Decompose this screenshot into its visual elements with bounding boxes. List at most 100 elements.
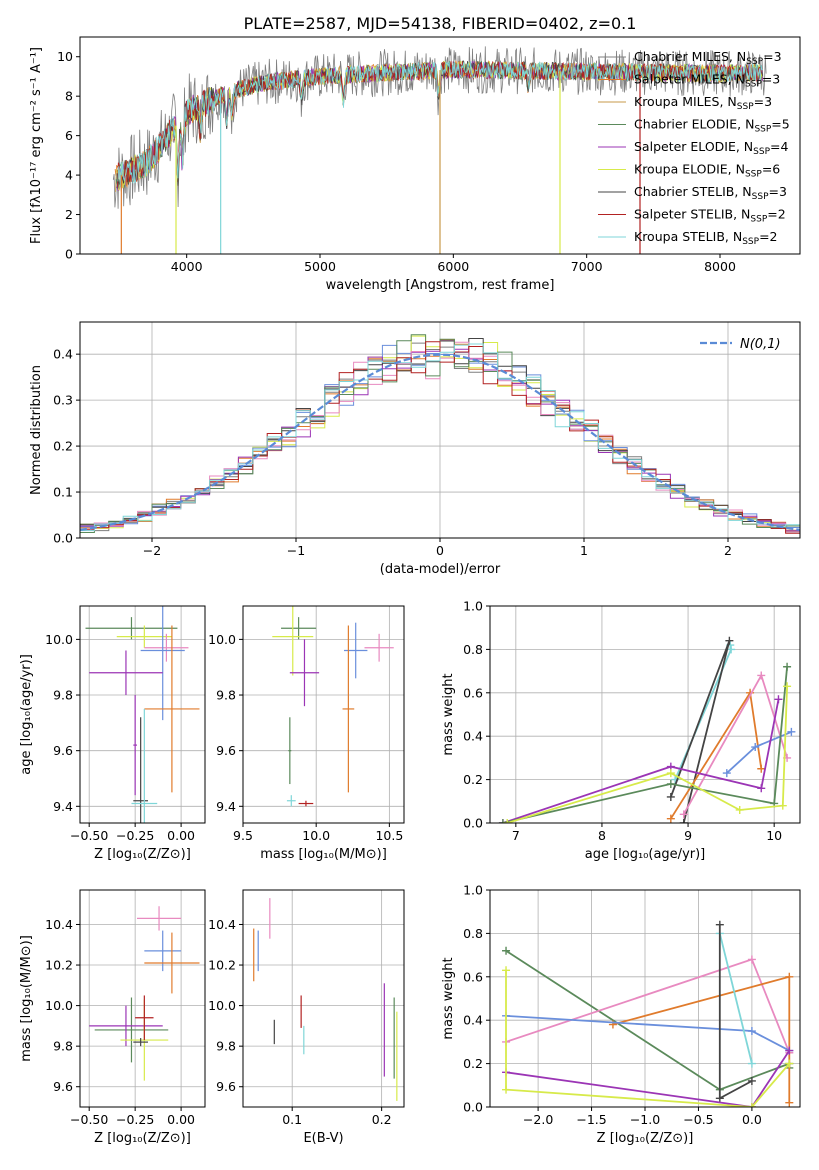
legend-label-text: Salpeter STELIB, N — [634, 207, 750, 222]
x-tick-label: 6000 — [437, 259, 469, 274]
weight-point-marker — [747, 1027, 756, 1036]
weight-point-marker — [502, 966, 511, 975]
legend-label: Kroupa ELODIE, NSSP=6 — [634, 162, 780, 180]
weight-line-8 — [506, 686, 788, 823]
axes-frame — [79, 889, 206, 1108]
legend-label-text: Chabrier STELIB, N — [634, 184, 752, 199]
legend-nssp: =5 — [771, 117, 789, 132]
legend-subscript: SSP — [745, 80, 762, 90]
legend-subscript: SSP — [753, 147, 770, 157]
x-tick-label: 0.00 — [167, 1112, 195, 1127]
legend-label: Chabrier ELODIE, NSSP=5 — [634, 117, 790, 135]
x-tick-label: 0.1 — [282, 1112, 302, 1127]
legend-label: Chabrier MILES, NSSP=3 — [634, 49, 782, 67]
y-tick-label: 0.0 — [53, 531, 73, 546]
y-tick-label: 10 — [57, 49, 73, 64]
x-tick-label: 4000 — [171, 259, 203, 274]
y-tick-label: 0.2 — [463, 1056, 483, 1071]
weight-point-marker — [787, 727, 796, 736]
legend-subscript: SSP — [752, 192, 769, 202]
x-tick-label: 10 — [766, 828, 782, 843]
weight-point-marker — [502, 946, 511, 955]
y-tick-label: 0.1 — [53, 485, 73, 500]
y-tick-label: 6 — [65, 128, 73, 143]
weight-point-marker — [757, 764, 766, 773]
x-tick-label: 7 — [512, 828, 520, 843]
mass_vs_Z-panel: −0.50 −0.25 0.00 9.6 9.8 10.0 10.2 10.4 Z [log₁₀… — [19, 889, 206, 1146]
weight-point-marker — [785, 1046, 794, 1055]
x-tick-label: 10.0 — [302, 828, 330, 843]
weight-point-marker — [757, 671, 766, 680]
y-tick-label: 0.6 — [463, 685, 483, 700]
weight-point-marker — [715, 1094, 724, 1103]
legend-nssp: =2 — [759, 229, 777, 244]
legend-label: Kroupa MILES, NSSP=3 — [634, 94, 772, 112]
weight-point-marker — [503, 819, 512, 823]
axes-frame — [79, 605, 206, 824]
x-tick-label: −0.5 — [683, 1112, 713, 1127]
legend-subscript: SSP — [737, 102, 754, 112]
legend-label: Salpeter STELIB, NSSP=2 — [634, 207, 786, 225]
y-tick-label: 0.8 — [463, 926, 483, 941]
y-tick-label: 10.0 — [208, 632, 236, 647]
weight_vs_Z-panel: −2.0 −1.5 −1.0 −0.5 0.0 0.0 0.2 0.4 0.6 0.8 1.0 Z [… — [441, 883, 801, 1146]
y-tick-label: 10.2 — [208, 958, 236, 973]
weight-line-2 — [669, 640, 731, 823]
y-tick-label: 0.6 — [463, 969, 483, 984]
x-tick-label: 1 — [580, 543, 588, 558]
x-axis-label: Z [log₁₀(Z/Z⊙)] — [94, 1131, 191, 1146]
mass_vs_Z-marks — [89, 906, 200, 1081]
weight-point-marker — [727, 645, 736, 654]
weight-line-7 — [502, 666, 788, 823]
x-tick-label: −2 — [143, 543, 161, 558]
weight-line-3 — [612, 975, 791, 1103]
y-tick-label: 8 — [65, 89, 73, 104]
weight-point-marker — [679, 819, 688, 823]
y-tick-label: 0.4 — [53, 347, 73, 362]
y-axis-label: age [log₁₀(age/yr)] — [19, 654, 34, 775]
weight-point-marker — [747, 1059, 756, 1068]
weight-point-marker — [785, 1059, 794, 1068]
x-tick-label: 0.00 — [167, 828, 195, 843]
x-tick-label: 0.0 — [742, 1112, 762, 1127]
x-axis-label: wavelength [Angstrom, rest frame] — [326, 278, 555, 293]
y-tick-label: 1.0 — [463, 883, 483, 898]
weight_vs_age-marks — [498, 636, 796, 823]
y-axis-label: mass weight — [441, 673, 456, 755]
y-tick-label: 9.6 — [53, 743, 73, 758]
legend-nssp: =2 — [767, 207, 785, 222]
y-tick-label: 9.4 — [216, 799, 236, 814]
weight-point-marker — [502, 1085, 511, 1094]
legend-label: N(0,1) — [740, 337, 781, 352]
legend-label-text: Chabrier MILES, N — [634, 49, 746, 64]
legend-subscript: SSP — [750, 215, 767, 225]
normal-curve — [80, 353, 800, 531]
weight-point-marker — [785, 972, 794, 981]
weight-line-2 — [505, 958, 791, 1054]
x-tick-label: −2.0 — [523, 1112, 553, 1127]
y-tick-label: 4 — [65, 168, 73, 183]
weight-point-marker — [747, 1103, 756, 1107]
legend-label-text: Salpeter MILES, N — [634, 72, 745, 87]
y-tick-label: 9.6 — [216, 1079, 236, 1094]
weight_vs_Z-marks — [502, 920, 794, 1107]
weight-point-marker — [757, 784, 766, 793]
x-tick-label: −1 — [287, 543, 305, 558]
legend-subscript: SSP — [746, 57, 763, 67]
weight-point-marker — [735, 805, 744, 814]
x-tick-label: 2 — [724, 543, 732, 558]
x-tick-label: 5000 — [304, 259, 336, 274]
weight-line-6 — [502, 699, 780, 823]
y-tick-label: 9.4 — [53, 799, 73, 814]
spectrum-marks — [112, 46, 767, 254]
x-tick-label: −0.50 — [70, 828, 108, 843]
x-tick-label: 9 — [684, 828, 692, 843]
y-tick-label: 2 — [65, 207, 73, 222]
y-tick-label: 9.8 — [53, 1039, 73, 1054]
y-tick-label: 10.4 — [208, 917, 236, 932]
legend-label-text: Kroupa STELIB, N — [634, 229, 742, 244]
residuals-marks — [80, 334, 800, 534]
y-tick-label: 0.2 — [53, 439, 73, 454]
y-tick-label: 9.8 — [216, 688, 236, 703]
